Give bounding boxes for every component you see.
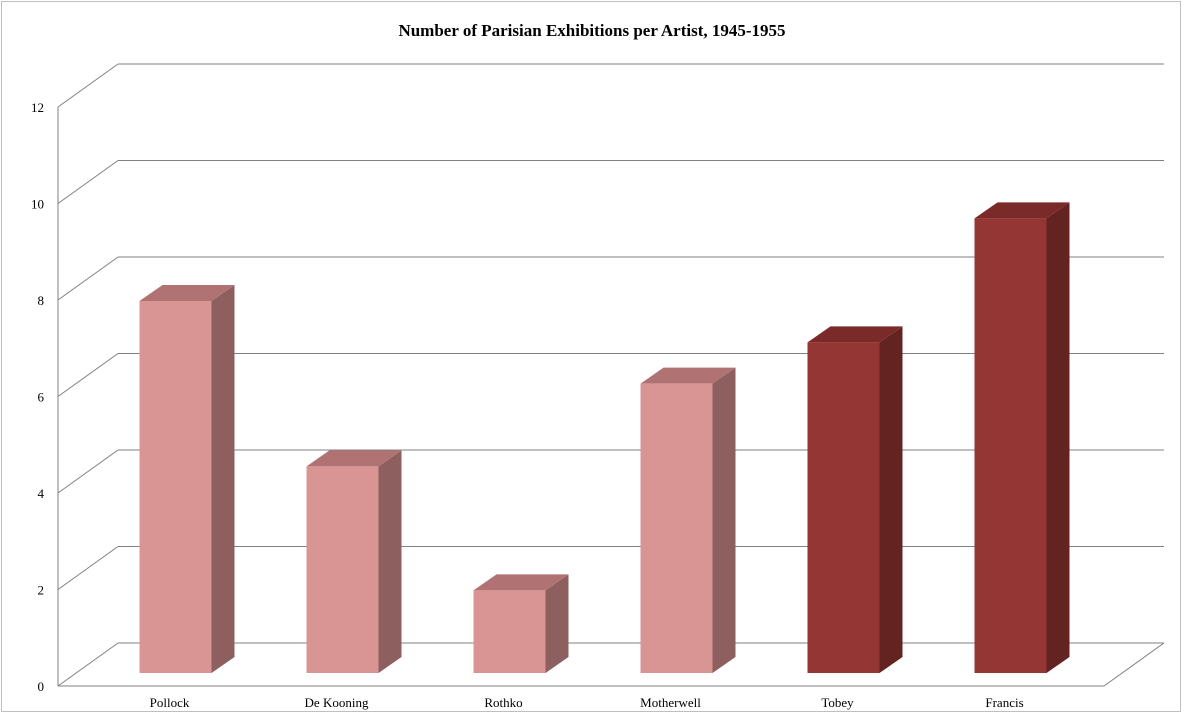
bar-top <box>306 450 402 467</box>
y-tick-label: 0 <box>38 679 45 694</box>
bar-top <box>807 326 903 343</box>
y-tick-label: 4 <box>38 486 45 501</box>
bar-side <box>1046 202 1070 674</box>
side-wall-gridline <box>57 546 119 590</box>
bar <box>473 590 546 673</box>
side-wall-gridline <box>57 353 119 397</box>
x-tick-label: Motherwell <box>640 695 701 710</box>
chart-title: Number of Parisian Exhibitions per Artis… <box>398 21 786 40</box>
x-tick-label: Tobey <box>821 695 854 710</box>
bar <box>807 342 880 673</box>
y-tick-label: 12 <box>31 100 44 115</box>
side-wall-gridline <box>57 256 119 301</box>
bar-side <box>712 367 736 673</box>
side-wall-gridline <box>57 449 119 494</box>
bar-top <box>473 574 569 591</box>
bar-top <box>139 285 235 301</box>
bar-side <box>211 285 235 673</box>
bar <box>640 383 713 673</box>
x-tick-label: De Kooning <box>305 695 369 710</box>
side-wall-gridline <box>57 642 119 687</box>
x-tick-label: Francis <box>985 695 1023 710</box>
y-tick-label: 10 <box>31 197 44 212</box>
bar-top <box>974 202 1070 219</box>
y-tick-label: 2 <box>38 583 45 598</box>
side-wall-gridline <box>57 160 119 204</box>
x-tick-label: Rothko <box>484 695 522 710</box>
side-wall-gridline <box>57 63 119 108</box>
bar-side <box>378 450 402 673</box>
floor-right-edge <box>1103 642 1165 687</box>
bar <box>306 466 379 673</box>
bar-top <box>640 367 736 384</box>
y-tick-label: 8 <box>38 293 45 308</box>
x-tick-label: Pollock <box>150 695 190 710</box>
bar <box>974 218 1047 674</box>
bar <box>139 301 212 673</box>
bar-side <box>879 326 903 673</box>
bar-side <box>545 574 569 673</box>
y-tick-label: 6 <box>38 390 45 405</box>
